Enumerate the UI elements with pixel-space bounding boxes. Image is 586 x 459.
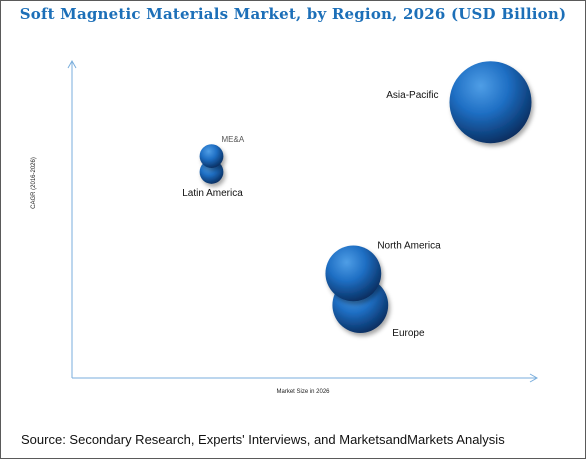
- y-axis-arrow: [67, 59, 77, 69]
- bubble-label-asia-pacific: Asia-Pacific: [386, 90, 438, 101]
- bubble-label-latin-america: Latin America: [182, 188, 243, 199]
- y-axis-label: CAGR (2016-2026): [31, 157, 37, 209]
- bubble-layer: Asia-Pacific North America Europe ME&A Latin…: [182, 61, 532, 339]
- x-axis-label: Market Size in 2026: [276, 389, 330, 395]
- bubble-asia-pacific: [449, 61, 532, 144]
- x-axis-arrow: [529, 373, 539, 383]
- chart-title: Soft Magnetic Materials Market, by Regio…: [19, 5, 567, 23]
- source-note: Source: Secondary Research, Experts' Int…: [21, 432, 505, 447]
- bubble-north-america: [325, 245, 382, 302]
- bubble-label-north-america: North America: [377, 240, 441, 251]
- bubble-label-europe: Europe: [392, 328, 425, 339]
- bubble-label-me-a: ME&A: [222, 135, 245, 144]
- bubble-me-a: [199, 144, 224, 168]
